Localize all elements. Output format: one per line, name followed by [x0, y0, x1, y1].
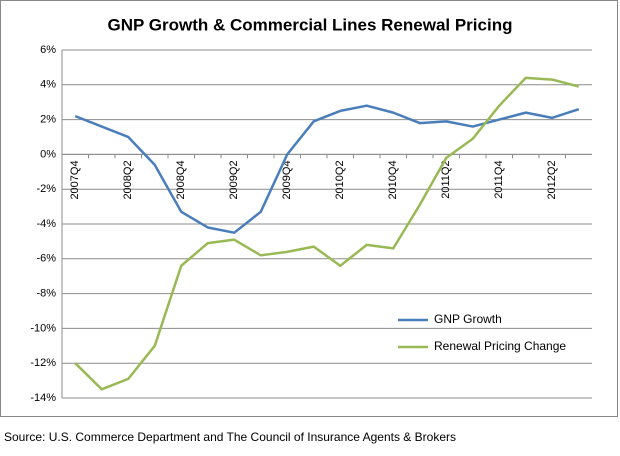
- x-tick-label: 2011Q2: [440, 160, 452, 198]
- source-note: Source: U.S. Commerce Department and The…: [4, 430, 456, 444]
- x-tick-label: 2008Q4: [175, 160, 187, 199]
- y-tick-label: 4%: [40, 79, 56, 91]
- y-tick-label: 6%: [40, 44, 56, 56]
- series-line: [74, 104, 580, 234]
- x-tick-label: 2012Q2: [546, 160, 558, 199]
- x-tick-label: 2010Q4: [387, 160, 399, 199]
- x-tick-label: 2011Q4: [493, 160, 505, 198]
- y-tick-label: 0%: [40, 148, 56, 160]
- chart-border: [0, 0, 618, 417]
- chart-title: GNP Growth & Commercial Lines Renewal Pr…: [108, 15, 513, 34]
- y-tick-label: -10%: [30, 322, 56, 334]
- y-tick-label: -12%: [30, 357, 56, 369]
- legend-label: GNP Growth: [434, 312, 502, 326]
- y-tick-label: 2%: [40, 114, 56, 126]
- y-tick-label: -2%: [36, 183, 56, 195]
- x-tick-label: 2009Q4: [281, 160, 293, 199]
- legend-label: Renewal Pricing Change: [434, 339, 566, 353]
- x-tick-label: 2009Q2: [228, 160, 240, 199]
- x-tick-label: 2008Q2: [122, 160, 134, 199]
- y-tick-label: -4%: [36, 218, 56, 230]
- y-tick-label: -8%: [36, 288, 56, 300]
- y-tick-label: -14%: [30, 392, 56, 404]
- series-line: [74, 76, 580, 391]
- x-tick-label: 2007Q4: [69, 160, 81, 199]
- x-tick-label: 2010Q2: [334, 160, 346, 199]
- y-tick-label: -6%: [36, 253, 56, 265]
